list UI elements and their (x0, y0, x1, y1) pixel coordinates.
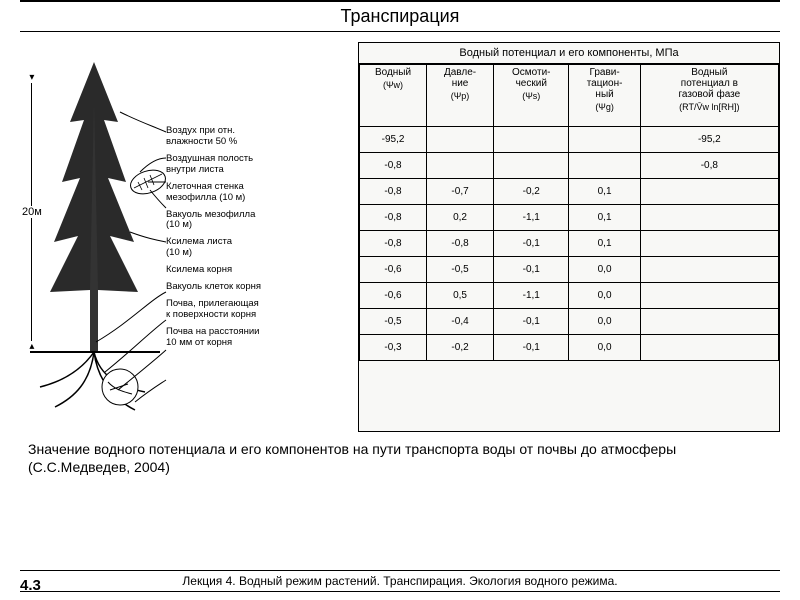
table-cell (640, 179, 778, 205)
table-cell: 0,1 (569, 231, 640, 257)
tree-label: Почва на расстоянии10 мм от корня (166, 327, 261, 349)
page-number: 4.3 (20, 577, 41, 594)
tree-diagram: ▾ 20м ▴ Воздух при отн.влажности 50 %Воз… (20, 42, 350, 432)
column-header: Грави-тацион-ный(Ψg) (569, 65, 640, 127)
table-cell: 0,2 (427, 205, 494, 231)
table-cell: -0,5 (360, 309, 427, 335)
table-cell (494, 127, 569, 153)
column-header: Осмоти-ческий(Ψs) (494, 65, 569, 127)
table-cell: -0,1 (494, 257, 569, 283)
figure-caption: Значение водного потенциала и его компон… (0, 432, 800, 476)
table-cell: -0,1 (494, 309, 569, 335)
table-cell (427, 153, 494, 179)
table-cell: 0,5 (427, 283, 494, 309)
data-table: Водный(Ψw)Давле-ние(Ψp)Осмоти-ческий(Ψs)… (359, 64, 779, 361)
table-row: -0,60,5-1,10,0 (360, 283, 779, 309)
table-cell: 0,1 (569, 179, 640, 205)
table-cell: -0,2 (427, 335, 494, 361)
table-cell: -0,8 (360, 205, 427, 231)
table-cell: -95,2 (360, 127, 427, 153)
footer-text: Лекция 4. Водный режим растений. Транспи… (0, 571, 800, 591)
potential-table: Водный потенциал и его компоненты, МПа В… (358, 42, 780, 432)
table-cell: -0,3 (360, 335, 427, 361)
table-cell (640, 335, 778, 361)
table-cell: -95,2 (640, 127, 778, 153)
tree-label: Вакуоль мезофилла(10 м) (166, 210, 261, 232)
table-cell: -0,8 (360, 153, 427, 179)
table-cell (640, 231, 778, 257)
tree-label: Воздушная полостьвнутри листа (166, 154, 261, 176)
table-cell (640, 257, 778, 283)
table-row: -95,2 -95,2 (360, 127, 779, 153)
tree-label: Ксилема корня (166, 265, 261, 276)
table-row: -0,5-0,4-0,10,0 (360, 309, 779, 335)
table-cell: -0,8 (640, 153, 778, 179)
table-cell: -1,1 (494, 283, 569, 309)
table-cell (427, 127, 494, 153)
tree-label: Почва, прилегающаяк поверхности корня (166, 299, 261, 321)
table-row: -0,3-0,2-0,10,0 (360, 335, 779, 361)
table-cell: -0,6 (360, 257, 427, 283)
table-cell: -0,1 (494, 335, 569, 361)
column-header: Давле-ние(Ψp) (427, 65, 494, 127)
table-cell: -0,1 (494, 231, 569, 257)
table-cell: 0,0 (569, 309, 640, 335)
table-row: -0,8-0,8-0,10,1 (360, 231, 779, 257)
table-cell: -0,2 (494, 179, 569, 205)
main-content: ▾ 20м ▴ Воздух при отн.влажности 50 %Воз… (0, 32, 800, 432)
tree-label: Вакуоль клеток корня (166, 282, 261, 293)
tree-labels: Воздух при отн.влажности 50 % Воздушная п… (166, 126, 261, 355)
table-cell: -0,8 (360, 231, 427, 257)
table-cell (569, 153, 640, 179)
table-cell: 0,0 (569, 283, 640, 309)
table-cell: -0,8 (360, 179, 427, 205)
table-cell: 0,1 (569, 205, 640, 231)
column-header: Водный(Ψw) (360, 65, 427, 127)
table-row: -0,80,2-1,10,1 (360, 205, 779, 231)
table-cell: -1,1 (494, 205, 569, 231)
page-title: Транспирация (0, 2, 800, 31)
table-cell: 0,0 (569, 257, 640, 283)
table-row: -0,8-0,7-0,20,1 (360, 179, 779, 205)
height-marker: ▾ 20м ▴ (22, 72, 42, 352)
footer: Лекция 4. Водный режим растений. Транспи… (0, 570, 800, 592)
height-label: 20м (22, 206, 42, 218)
table-cell (494, 153, 569, 179)
table-row: -0,6-0,5-0,10,0 (360, 257, 779, 283)
tree-label: Клеточная стенкамезофилла (10 м) (166, 182, 261, 204)
tree-label: Ксилема листа(10 м) (166, 237, 261, 259)
table-cell (640, 205, 778, 231)
table-cell: -0,8 (427, 231, 494, 257)
table-cell (640, 309, 778, 335)
table-cell: -0,6 (360, 283, 427, 309)
table-cell (569, 127, 640, 153)
table-cell (640, 283, 778, 309)
table-cell: -0,4 (427, 309, 494, 335)
column-header: Водныйпотенциал вгазовой фазе(RT/V̄w ln[… (640, 65, 778, 127)
table-cell: -0,7 (427, 179, 494, 205)
table-cell: 0,0 (569, 335, 640, 361)
table-row: -0,8 -0,8 (360, 153, 779, 179)
table-header: Водный потенциал и его компоненты, МПа (359, 43, 779, 64)
tree-label: Воздух при отн.влажности 50 % (166, 126, 261, 148)
table-cell: -0,5 (427, 257, 494, 283)
